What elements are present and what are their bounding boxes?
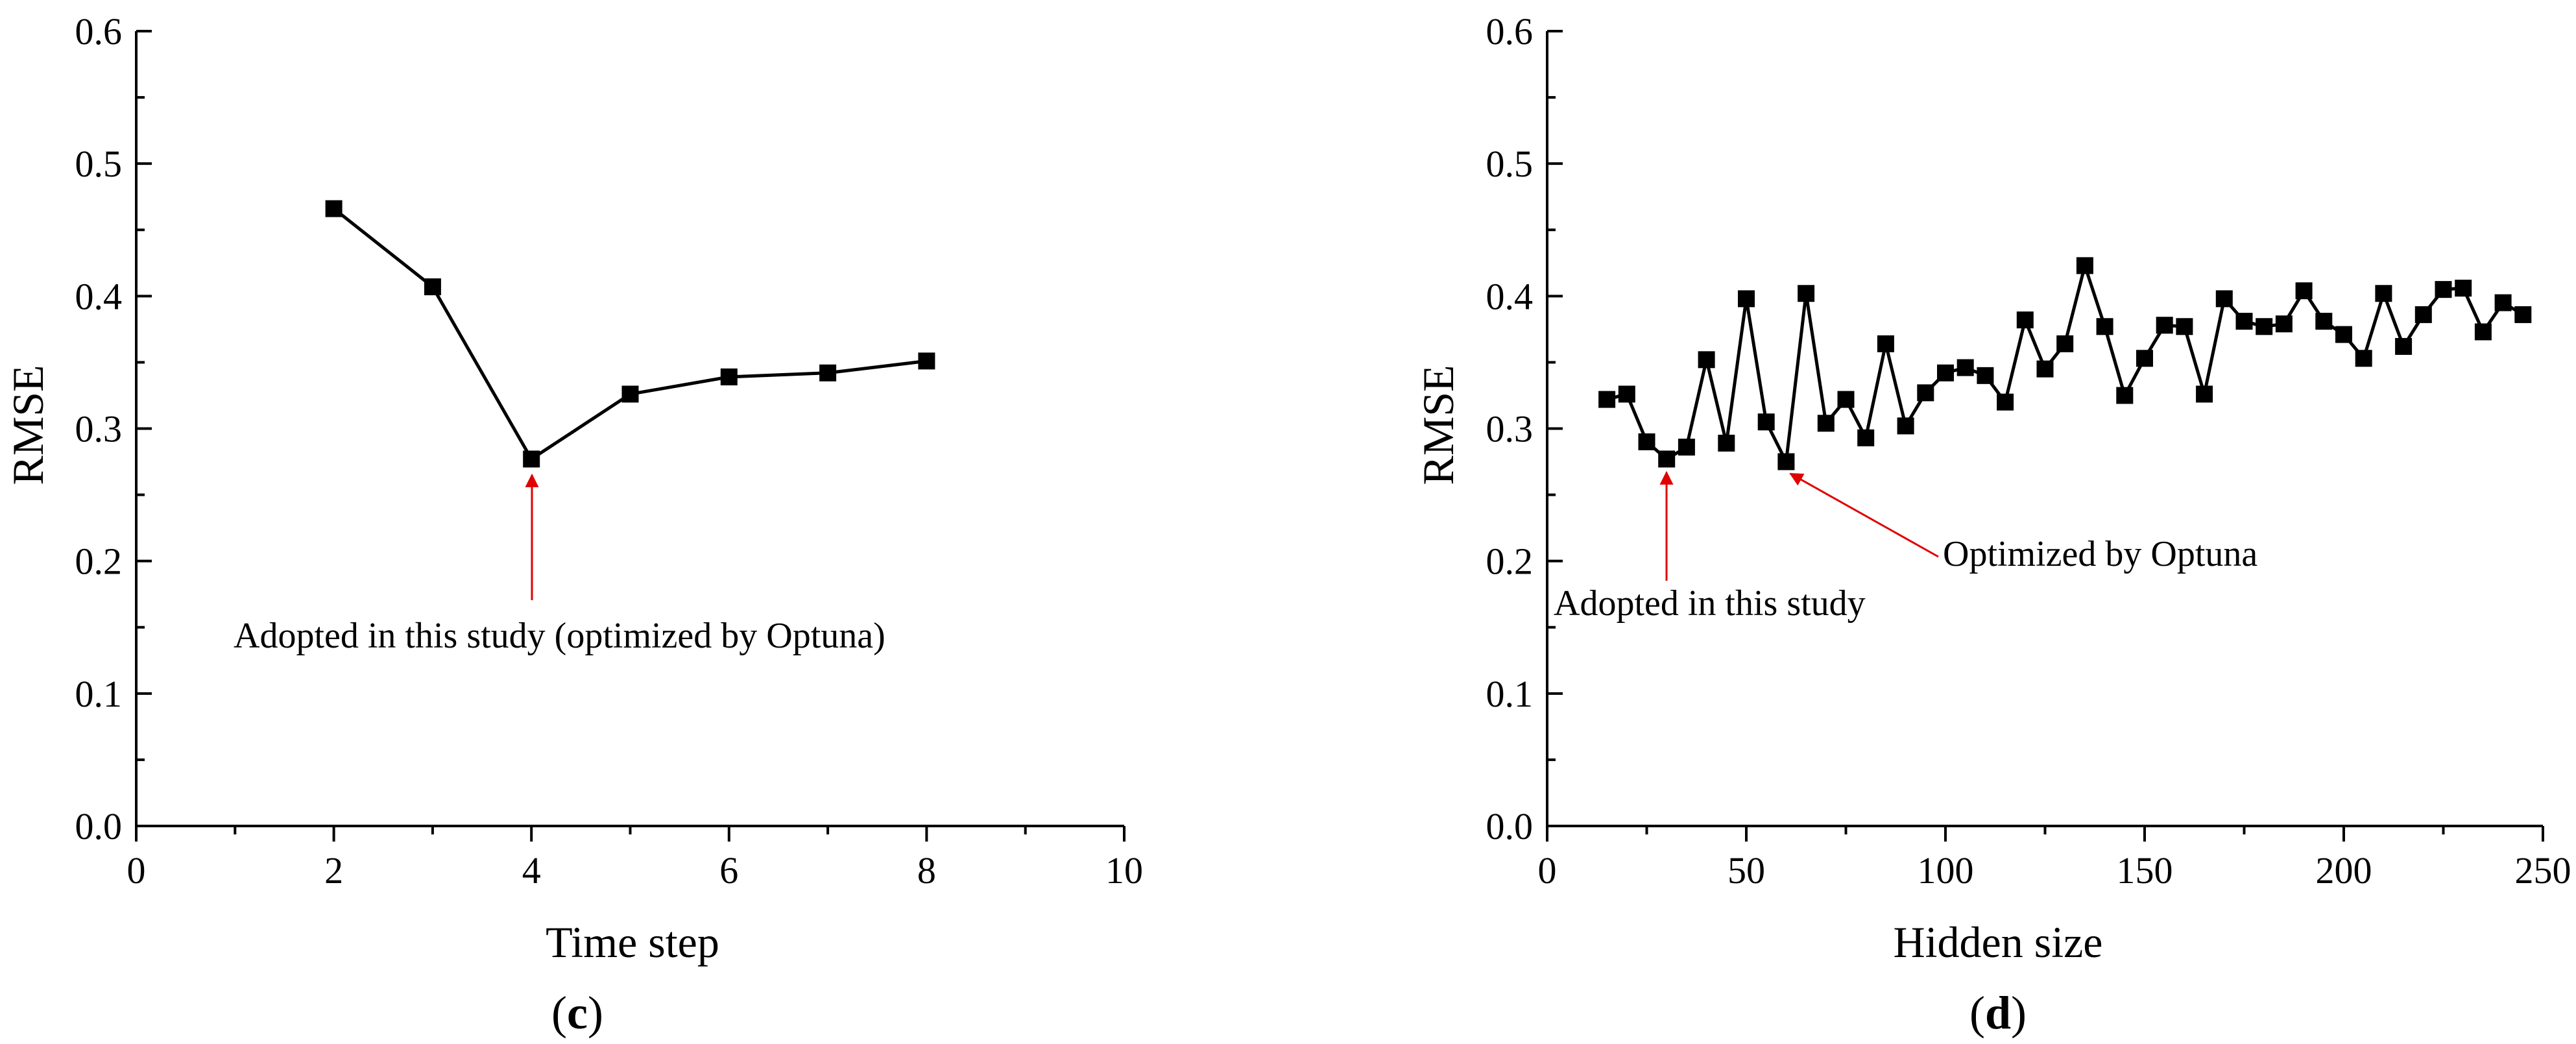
data-point-d	[2375, 285, 2392, 302]
data-point-d	[1678, 439, 1695, 456]
y-tick-label-c: 0.0	[75, 805, 123, 847]
data-point-d	[2275, 315, 2293, 333]
data-point-d	[2235, 313, 2253, 330]
data-point-d	[1837, 391, 1855, 408]
data-point-d	[1718, 434, 1735, 452]
x-tick-label-c: 0	[127, 849, 146, 892]
y-tick-label-d: 0.1	[1486, 673, 1534, 715]
plot-area-c: 0.0 0.1 0.2 0.3 0.4 0.5 0.6 0 2 4 6 8 10	[75, 10, 1144, 892]
data-point-d	[1897, 417, 1914, 435]
data-point-d	[1857, 429, 1875, 446]
x-tick-label-d: 200	[2316, 849, 2372, 892]
y-axis-title-c: RMSE	[3, 365, 53, 485]
data-point-d	[2136, 350, 2153, 367]
data-point-d	[1618, 385, 1635, 403]
data-point-d	[2335, 326, 2352, 343]
data-point-c	[325, 200, 343, 217]
y-tick-label-c: 0.5	[75, 143, 123, 185]
x-tick-label-c: 6	[719, 849, 738, 892]
y-tick-label-d: 0.0	[1486, 805, 1534, 847]
data-point-d	[2215, 290, 2233, 308]
y-tick-label-c: 0.4	[75, 275, 123, 317]
data-point-c	[424, 278, 441, 296]
x-tick-label-d: 0	[1538, 849, 1557, 892]
data-point-d	[1638, 433, 1655, 450]
data-point-c	[819, 364, 837, 382]
annotation-c-adopted: Adopted in this study (optimized by Optu…	[234, 616, 885, 656]
data-point-d	[2036, 360, 2054, 378]
y-tick-label-c: 0.6	[75, 10, 123, 53]
data-point-d	[1738, 290, 1755, 308]
data-point-d	[1698, 351, 1715, 369]
y-tick-label-d: 0.2	[1486, 540, 1534, 583]
chart-panel-c: 0.0 0.1 0.2 0.3 0.4 0.5 0.6 0 2 4 6 8 10 Time step R…	[3, 10, 1143, 1039]
panel-label-c: (c)	[551, 987, 603, 1039]
y-tick-label-c: 0.3	[75, 408, 123, 450]
annotation-d-adopted: Adopted in this study	[1554, 583, 1866, 624]
x-tick-label-c: 4	[522, 849, 541, 892]
data-point-c	[621, 385, 639, 403]
data-point-d	[1956, 359, 1974, 376]
panel-label-d: (d)	[1969, 987, 2027, 1039]
x-tick-label-d: 50	[1727, 849, 1765, 892]
series-line-c	[333, 207, 927, 462]
data-point-d	[2156, 317, 2173, 334]
x-tick-label-d: 250	[2515, 849, 2571, 892]
data-point-d	[2455, 280, 2472, 297]
chart-panel-d: 0.0 0.1 0.2 0.3 0.4 0.5 0.6 0 50 100 150 200 250 Hid…	[1414, 10, 2571, 1039]
x-axis-title-d: Hidden size	[1894, 917, 2103, 967]
data-point-d	[1917, 384, 1934, 402]
x-tick-label-d: 150	[2117, 849, 2173, 892]
data-point-d	[2435, 281, 2452, 298]
annotation-arrow-d-1	[1789, 472, 1939, 558]
data-point-d	[1777, 453, 1795, 470]
data-point-d	[1817, 415, 1835, 432]
data-point-d	[2514, 306, 2532, 323]
data-point-d	[2494, 294, 2512, 311]
y-tick-label-c: 0.2	[75, 540, 123, 583]
data-point-d	[2315, 313, 2333, 330]
data-point-d	[2395, 337, 2413, 355]
data-point-d	[2076, 257, 2093, 274]
y-tick-label-d: 0.5	[1486, 143, 1534, 185]
data-point-d	[2414, 306, 2432, 323]
x-axis-title-c: Time step	[546, 917, 719, 967]
data-point-d	[2056, 335, 2074, 352]
x-tick-label-c: 10	[1105, 849, 1143, 892]
data-point-d	[1937, 364, 1954, 382]
data-point-d	[2474, 323, 2492, 341]
x-tick-label-c: 8	[917, 849, 936, 892]
plot-area-d: 0.0 0.1 0.2 0.3 0.4 0.5 0.6 0 50 100 150 200 250	[1486, 10, 2571, 892]
data-point-c	[720, 368, 738, 385]
data-point-d	[1977, 367, 1994, 384]
y-tick-label-d: 0.4	[1486, 275, 1534, 317]
data-point-d	[2256, 318, 2273, 335]
annotation-d-optuna: Optimized by Optuna	[1943, 534, 2257, 574]
data-point-d	[1598, 391, 1616, 408]
y-tick-label-d: 0.6	[1486, 10, 1534, 53]
data-point-d	[1658, 450, 1676, 468]
data-point-d	[1757, 413, 1775, 431]
x-tick-label-d: 100	[1918, 849, 1974, 892]
x-tick-label-c: 2	[324, 849, 343, 892]
data-point-d	[1877, 335, 1894, 352]
data-point-d	[1997, 393, 2014, 411]
data-point-c	[918, 352, 935, 370]
y-axis-title-d: RMSE	[1414, 365, 1463, 485]
data-point-d	[2196, 385, 2213, 403]
y-tick-label-c: 0.1	[75, 673, 123, 715]
data-point-d	[2096, 318, 2113, 335]
data-point-d	[1798, 285, 1815, 302]
data-point-c	[523, 450, 540, 468]
y-tick-label-d: 0.3	[1486, 408, 1534, 450]
data-point-d	[2016, 311, 2034, 329]
data-point-d	[2295, 282, 2313, 300]
data-point-d	[2355, 350, 2372, 367]
data-point-d	[2116, 387, 2134, 404]
data-point-d	[2176, 318, 2193, 335]
